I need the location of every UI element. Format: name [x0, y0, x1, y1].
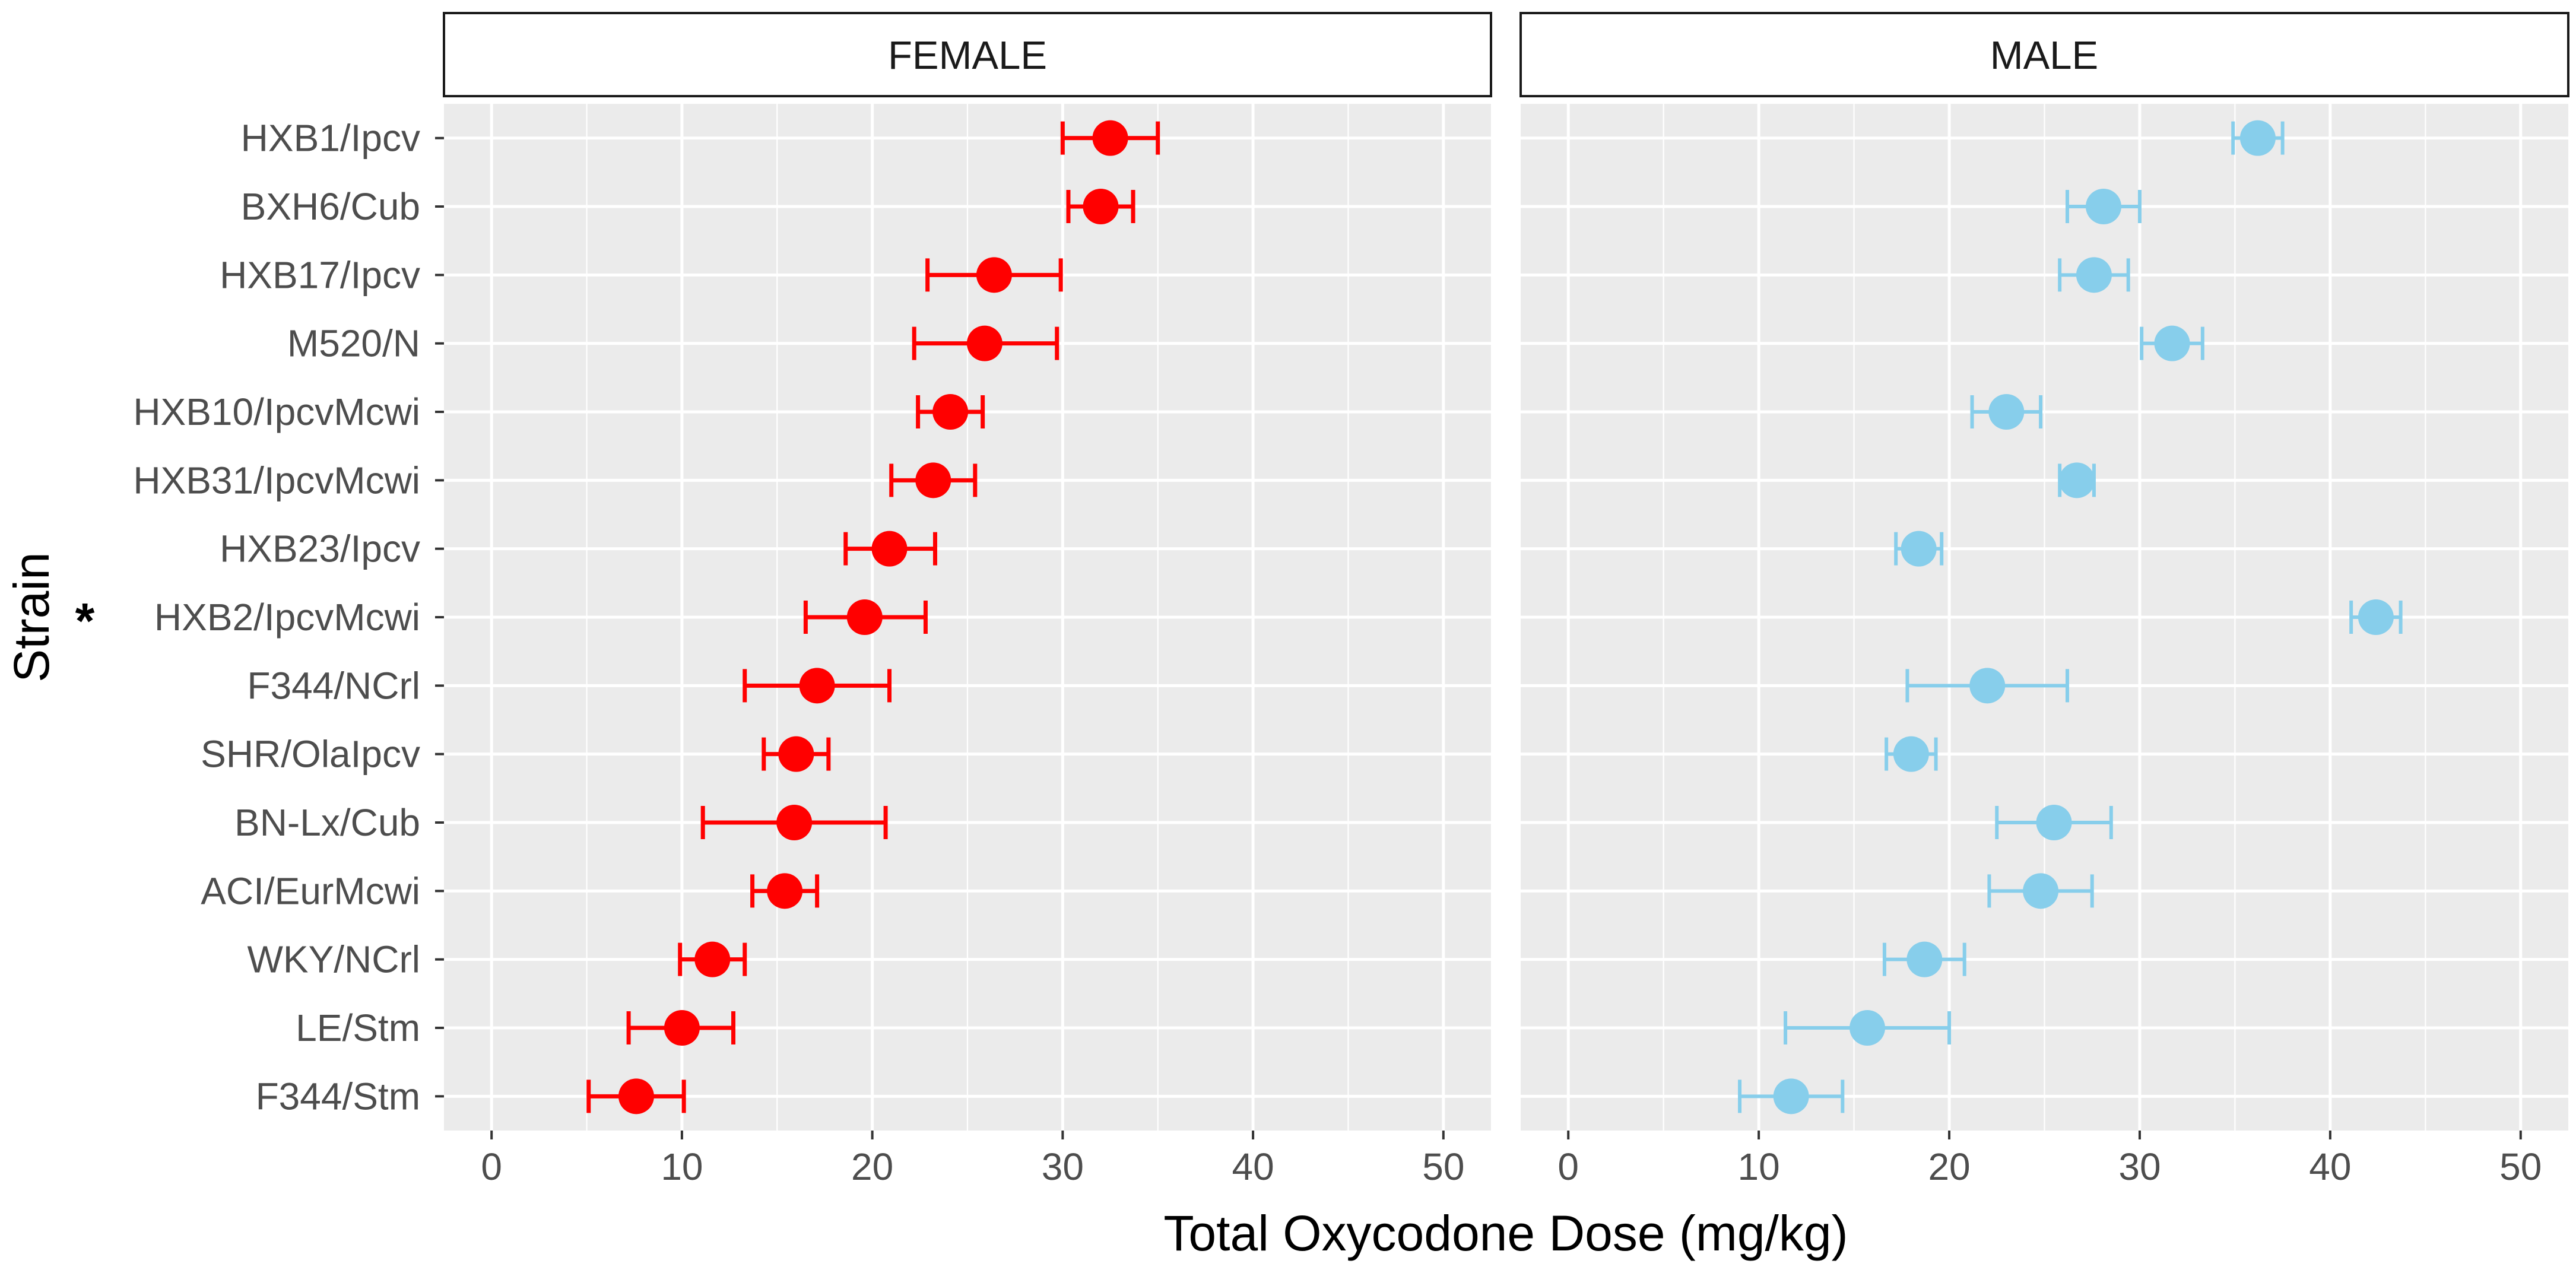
data-point	[694, 941, 731, 977]
data-point	[2059, 462, 2095, 499]
strip-female-label: FEMALE	[888, 33, 1047, 78]
y-tick-label: F344/Stm	[256, 1075, 420, 1117]
y-tick-label: BN-Lx/Cub	[234, 801, 420, 844]
data-point	[2085, 189, 2121, 224]
x-tick-label: 20	[1928, 1145, 1970, 1188]
data-point	[1849, 1010, 1886, 1046]
data-point	[2076, 257, 2112, 293]
y-tick-label: M520/N	[287, 322, 420, 365]
data-point	[932, 394, 969, 430]
y-tick-label: HXB2/IpcvMcwi	[154, 596, 420, 639]
data-point	[664, 1010, 700, 1046]
x-tick-label: 40	[1232, 1145, 1274, 1188]
data-point	[915, 462, 951, 499]
y-tick-label: SHR/OlaIpcv	[201, 733, 420, 776]
y-tick-label: WKY/NCrl	[247, 938, 420, 981]
data-point	[2036, 805, 2072, 840]
x-tick-label: 10	[1738, 1145, 1780, 1188]
y-tick-label: HXB23/Ipcv	[220, 528, 420, 570]
data-point	[2239, 120, 2276, 156]
data-point	[1988, 394, 2025, 430]
data-point	[1901, 531, 1937, 567]
data-point	[966, 325, 1003, 361]
data-point	[767, 873, 803, 909]
x-tick-label: 40	[2309, 1145, 2351, 1188]
x-axis-title: Total Oxycodone Dose (mg/kg)	[1163, 1205, 1848, 1261]
data-point	[846, 599, 883, 635]
y-axis: HXB1/Ipcv BXH6/Cub HXB17/Ipcv M520/N HXB10/I…	[133, 117, 444, 1117]
significance-asterisk: *	[75, 593, 95, 649]
data-point	[778, 736, 814, 772]
data-point	[976, 257, 1012, 293]
data-point	[2154, 325, 2190, 361]
data-point	[1083, 189, 1119, 224]
data-point	[618, 1078, 654, 1115]
x-tick-label: 0	[481, 1145, 502, 1188]
y-tick-label: LE/Stm	[296, 1007, 420, 1049]
x-tick-label: 30	[1042, 1145, 1084, 1188]
x-axis: 0 10 20 30 40 50 0 10 20 30 40 50	[481, 1131, 2542, 1188]
y-tick-label: ACI/EurMcwi	[201, 869, 420, 912]
y-axis-title: Strain	[4, 552, 59, 682]
strip-female: FEMALE	[443, 12, 1492, 97]
data-point	[1893, 736, 1929, 772]
data-point	[1969, 668, 2006, 704]
data-point	[1773, 1078, 1809, 1115]
data-point	[871, 531, 908, 567]
data-point	[776, 805, 813, 840]
data-point	[1906, 941, 1943, 977]
y-tick-label: BXH6/Cub	[241, 185, 420, 228]
data-point	[799, 668, 835, 704]
y-tick-label: HXB31/IpcvMcwi	[133, 459, 420, 501]
x-tick-label: 50	[2499, 1145, 2542, 1188]
data-points	[618, 120, 2394, 1115]
data-point	[1092, 120, 1128, 156]
y-tick-label: HXB17/Ipcv	[220, 253, 420, 296]
x-tick-label: 10	[661, 1145, 703, 1188]
x-tick-label: 50	[1422, 1145, 1464, 1188]
y-tick-label: HXB1/Ipcv	[241, 117, 420, 160]
strip-male: MALE	[1519, 12, 2569, 97]
data-point	[2358, 599, 2394, 635]
y-tick-label: HXB10/IpcvMcwi	[133, 390, 420, 433]
strip-male-label: MALE	[1990, 33, 2098, 78]
data-point	[2023, 873, 2059, 909]
x-tick-label: 0	[1557, 1145, 1579, 1188]
x-tick-label: 20	[851, 1145, 893, 1188]
y-tick-label: F344/NCrl	[247, 664, 420, 707]
x-tick-label: 30	[2118, 1145, 2161, 1188]
